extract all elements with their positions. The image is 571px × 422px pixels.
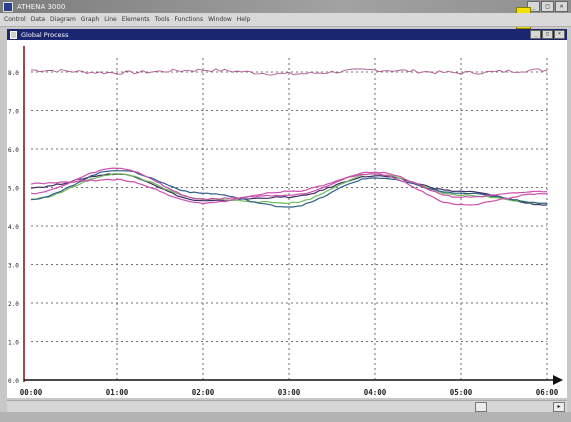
x-axis-arrow-icon — [553, 375, 563, 385]
doc-minimize-button[interactable]: _ — [530, 30, 541, 39]
x-tick-label: 03:00 — [278, 388, 301, 397]
y-tick-label: 4.0 — [8, 224, 19, 231]
window-titlebar: ATHENA 3000 _ □ × — [0, 0, 571, 13]
trend-chart: 0.0 1.0 2.0 3.0 4.0 5.0 6.0 7.0 8.0 00:00 01:00 02:… — [8, 46, 563, 397]
series-line — [30, 68, 548, 76]
scroll-thumb[interactable] — [475, 402, 487, 412]
document-controls: _ □ × — [530, 30, 565, 39]
series-line — [30, 170, 548, 208]
horizontal-scrollbar[interactable]: ▸ — [7, 400, 567, 412]
x-tick-label: 04:00 — [364, 388, 387, 397]
x-tick-label: 02:00 — [192, 388, 215, 397]
menu-item-diagram[interactable]: Diagram — [50, 16, 76, 23]
window-controls: _ □ × — [527, 1, 568, 12]
series-line — [30, 173, 548, 206]
trend-plot-area[interactable]: 0.0 1.0 2.0 3.0 4.0 5.0 6.0 7.0 8.0 00:00 01:00 02:… — [7, 40, 567, 398]
x-tick-label: 06:00 — [536, 388, 559, 397]
close-button[interactable]: × — [555, 1, 568, 12]
document-title: Global Process — [21, 30, 69, 39]
menu-item-functions[interactable]: Functions — [174, 16, 204, 23]
menu-bar: Control Data Diagram Graph Line Elements… — [0, 13, 571, 27]
y-tick-label: 8.0 — [8, 70, 19, 77]
y-tick-label: 0.0 — [8, 378, 19, 385]
menu-item-tools[interactable]: Tools — [154, 16, 170, 23]
status-strip — [0, 412, 571, 422]
document-titlebar: Global Process _ □ × — [7, 29, 567, 40]
minimize-button[interactable]: _ — [527, 1, 540, 12]
doc-close-button[interactable]: × — [554, 30, 565, 39]
y-tick-label: 3.0 — [8, 263, 19, 270]
series-line — [30, 172, 548, 205]
menu-item-window[interactable]: Window — [208, 16, 232, 23]
menu-item-elements[interactable]: Elements — [121, 16, 150, 23]
menu-item-graph[interactable]: Graph — [80, 16, 100, 23]
menu-item-help[interactable]: Help — [236, 16, 251, 23]
maximize-button[interactable]: □ — [541, 1, 554, 12]
doc-maximize-button[interactable]: □ — [542, 30, 553, 39]
x-tick-label: 00:00 — [20, 388, 43, 397]
menu-item-data[interactable]: Data — [30, 16, 46, 23]
series-line — [30, 167, 548, 201]
app-icon — [3, 1, 13, 12]
x-tick-label: 01:00 — [106, 388, 129, 397]
y-tick-label: 7.0 — [8, 109, 19, 116]
y-tick-label: 6.0 — [8, 147, 19, 154]
menu-item-line[interactable]: Line — [104, 16, 117, 23]
window-title: ATHENA 3000 — [17, 2, 66, 11]
document-icon — [10, 30, 17, 39]
y-tick-label: 2.0 — [8, 301, 19, 308]
y-tick-label: 1.0 — [8, 340, 19, 347]
menu-item-control[interactable]: Control — [4, 16, 26, 23]
y-tick-label: 5.0 — [8, 186, 19, 193]
scroll-right-button[interactable]: ▸ — [553, 402, 565, 412]
x-tick-label: 05:00 — [450, 388, 473, 397]
